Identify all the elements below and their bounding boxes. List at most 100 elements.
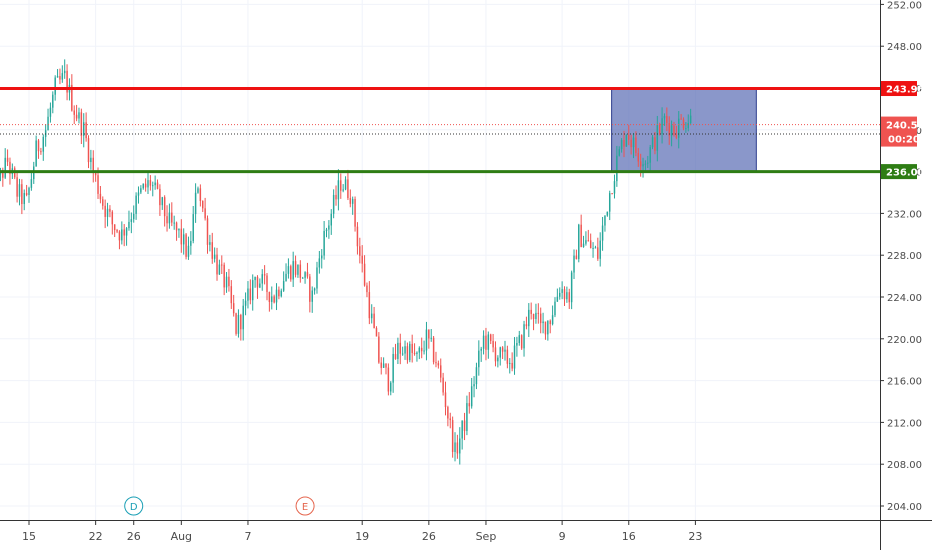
candle-body bbox=[318, 258, 321, 268]
candle-body bbox=[651, 137, 654, 148]
candle-body bbox=[501, 347, 504, 352]
candle-body bbox=[539, 313, 542, 324]
grid bbox=[0, 0, 880, 520]
candle-body bbox=[163, 197, 166, 217]
candle-body bbox=[437, 363, 440, 366]
candle-body bbox=[294, 261, 297, 275]
candle-body bbox=[63, 70, 66, 74]
candle-body bbox=[518, 335, 521, 343]
candle-body bbox=[75, 114, 78, 119]
candle-body bbox=[254, 276, 256, 281]
candle-body bbox=[316, 267, 318, 289]
candle-body bbox=[516, 342, 518, 346]
event-marker-label: D bbox=[130, 502, 138, 513]
candle-body bbox=[313, 288, 316, 291]
candle-body bbox=[644, 163, 647, 165]
candles bbox=[0, 59, 692, 465]
candle-body bbox=[344, 179, 347, 190]
candle-body bbox=[587, 240, 590, 242]
candle-body bbox=[306, 272, 309, 277]
candle-body bbox=[482, 335, 485, 349]
candle-body bbox=[394, 353, 397, 359]
candle-body bbox=[390, 382, 392, 392]
candle-body bbox=[56, 76, 59, 78]
candle-body bbox=[559, 292, 561, 297]
candle-body bbox=[192, 214, 194, 241]
candle-body bbox=[275, 289, 278, 303]
candle-body bbox=[202, 200, 204, 209]
x-tick-label: Aug bbox=[171, 530, 192, 543]
candle-body bbox=[266, 275, 268, 292]
candle-body bbox=[40, 151, 42, 153]
candle-body bbox=[349, 198, 352, 204]
candle-body bbox=[209, 242, 211, 245]
candle-body bbox=[225, 276, 228, 288]
x-tick-label: 7 bbox=[244, 530, 251, 543]
candle-body bbox=[9, 161, 11, 175]
candle-body bbox=[47, 116, 49, 131]
current-price-tag-label: 240.50 bbox=[886, 121, 925, 132]
x-tick-label: 15 bbox=[22, 530, 36, 543]
candle-body bbox=[440, 365, 442, 378]
candle-body bbox=[373, 313, 375, 329]
candle-body bbox=[6, 157, 9, 162]
candle-body bbox=[171, 212, 173, 223]
candle-body bbox=[94, 171, 97, 176]
event-marker-label: E bbox=[302, 502, 308, 513]
candle-body bbox=[156, 182, 159, 189]
candle-body bbox=[463, 420, 466, 432]
candle-body bbox=[475, 367, 478, 385]
candle-body bbox=[194, 192, 197, 215]
candle-body bbox=[409, 343, 411, 361]
candle-body bbox=[178, 228, 180, 231]
candle-body bbox=[444, 392, 447, 408]
candle-body bbox=[663, 116, 666, 119]
candle-body bbox=[378, 336, 380, 363]
candle-body bbox=[311, 290, 313, 302]
candle-body bbox=[166, 216, 168, 224]
candle-body bbox=[204, 208, 206, 219]
candle-body bbox=[670, 125, 673, 136]
y-tick-label: 220.00 bbox=[887, 335, 922, 346]
candle-body bbox=[401, 353, 404, 355]
candle-body bbox=[335, 194, 337, 200]
candle-body bbox=[309, 276, 311, 302]
candle-body bbox=[461, 420, 463, 439]
horizontal-levels bbox=[0, 87, 880, 174]
candle-body bbox=[673, 125, 675, 135]
candle-body bbox=[382, 363, 385, 368]
candle-body bbox=[328, 225, 330, 230]
candle-body bbox=[237, 315, 240, 334]
candle-body bbox=[223, 264, 225, 288]
candle-body bbox=[623, 140, 625, 147]
candle-body bbox=[144, 183, 147, 188]
candle-body bbox=[411, 343, 413, 353]
candle-body bbox=[637, 153, 640, 162]
candle-body bbox=[118, 231, 121, 241]
candle-body bbox=[601, 225, 604, 241]
candle-body bbox=[2, 170, 4, 178]
candle-body bbox=[135, 195, 137, 214]
candle-body bbox=[104, 205, 106, 217]
candle-body bbox=[573, 255, 575, 273]
candle-body bbox=[268, 291, 271, 302]
candle-body bbox=[597, 247, 599, 259]
candle-body bbox=[154, 182, 156, 186]
candle-body bbox=[385, 363, 387, 368]
candle-body bbox=[413, 352, 416, 355]
event-marker[interactable] bbox=[295, 496, 315, 516]
candle-body bbox=[142, 183, 144, 189]
candle-body bbox=[654, 137, 656, 151]
candle-body bbox=[256, 276, 259, 288]
y-tick-label: 212.00 bbox=[887, 418, 922, 429]
price-tags: 243.95 236.00 240.50 00:20 bbox=[881, 81, 925, 180]
candle-body bbox=[435, 362, 437, 364]
event-marker[interactable] bbox=[124, 496, 144, 516]
candle-body bbox=[197, 188, 199, 193]
candle-body bbox=[92, 157, 94, 172]
y-tick-label: 208.00 bbox=[887, 460, 922, 471]
candle-body bbox=[83, 122, 85, 136]
candle-body bbox=[454, 442, 456, 452]
